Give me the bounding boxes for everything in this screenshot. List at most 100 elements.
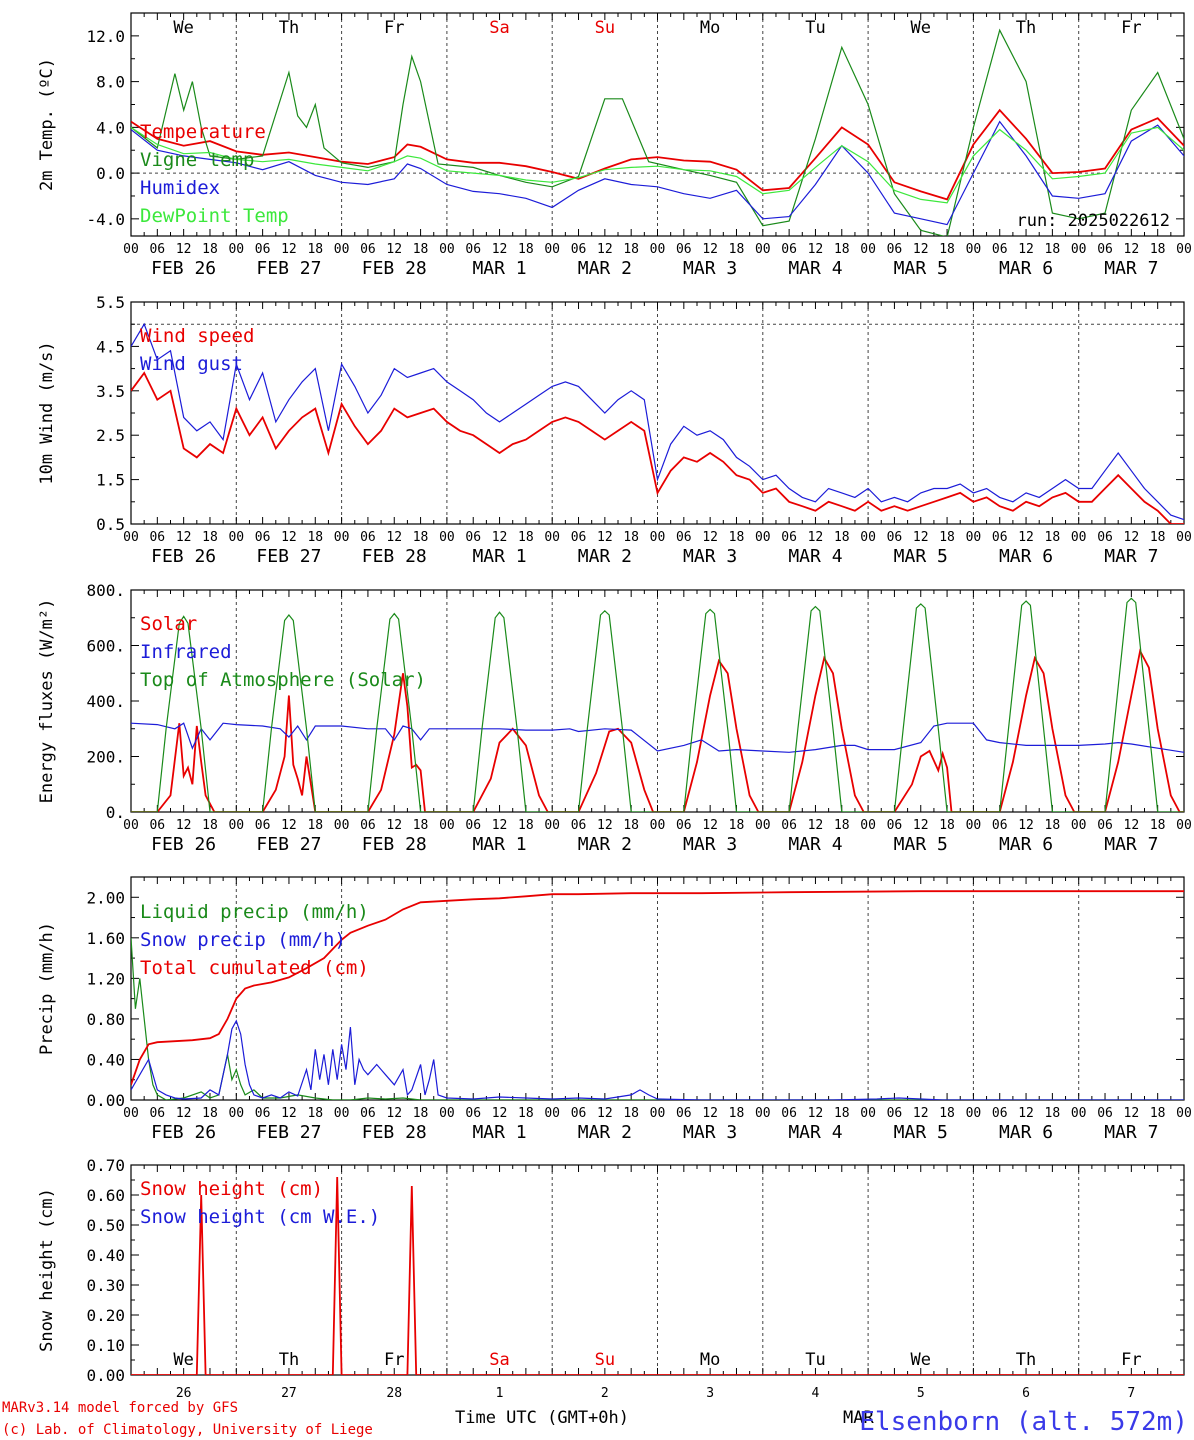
plot-frame xyxy=(130,12,1185,237)
hour-label: 12 xyxy=(492,818,508,833)
hour-label: 00 xyxy=(439,530,455,545)
y-axis-label: Precip (mm/h) xyxy=(37,922,57,1055)
y-tick-label: 4.0 xyxy=(96,118,125,137)
date-label: MAR 2 xyxy=(578,546,632,567)
hour-label: 12 xyxy=(597,242,613,257)
hour-label: 18 xyxy=(413,530,429,545)
weekday-label: Th xyxy=(1016,1350,1036,1370)
y-tick-label: 0.60 xyxy=(86,1186,125,1205)
hour-label: 18 xyxy=(834,818,850,833)
weekday-label: We xyxy=(173,1350,193,1370)
legend-entry: Liquid precip (mm/h) xyxy=(140,901,369,923)
hour-label: 06 xyxy=(676,242,692,257)
hour-label: 06 xyxy=(1097,1106,1113,1121)
day-number-label: 6 xyxy=(1022,1386,1030,1401)
y-tick-label: 8.0 xyxy=(96,73,125,92)
hour-label: 00 xyxy=(860,818,876,833)
day-number-label: 1 xyxy=(496,1386,504,1401)
y-tick-label: 3.5 xyxy=(96,382,125,401)
date-label: FEB 28 xyxy=(362,546,427,567)
hour-label: 18 xyxy=(1045,242,1061,257)
hour-label: 06 xyxy=(571,1106,587,1121)
date-label: MAR 4 xyxy=(788,834,842,855)
hour-label: 12 xyxy=(281,242,297,257)
hour-label: 18 xyxy=(729,242,745,257)
hour-label: 00 xyxy=(334,242,350,257)
y-tick-label: 0.70 xyxy=(86,1156,125,1175)
date-label: MAR 4 xyxy=(788,258,842,279)
series-line xyxy=(131,120,1184,226)
weekday-label: We xyxy=(173,18,193,38)
hour-label: 06 xyxy=(571,530,587,545)
hour-label: 18 xyxy=(307,818,323,833)
date-label: FEB 27 xyxy=(256,258,321,279)
y-tick-label: 400. xyxy=(86,692,125,711)
hour-label: 12 xyxy=(913,242,929,257)
hour-label: 12 xyxy=(702,530,718,545)
panel-5: 0.00 0.10 0.20 0.30 0.40 0.50 0.60 0.70 Snow hei… xyxy=(37,1156,1185,1401)
hour-label: 18 xyxy=(202,242,218,257)
hour-label: 18 xyxy=(307,1106,323,1121)
hour-label: 18 xyxy=(1150,818,1166,833)
legend-entry: Wind speed xyxy=(140,325,254,347)
date-label: MAR 7 xyxy=(1104,1122,1158,1143)
hour-label: 00 xyxy=(860,530,876,545)
date-label: FEB 28 xyxy=(362,1122,427,1143)
hour-label: 18 xyxy=(1045,818,1061,833)
hour-label: 12 xyxy=(597,818,613,833)
hour-label: 00 xyxy=(1176,1106,1192,1121)
date-label: FEB 28 xyxy=(362,834,427,855)
date-label: MAR 5 xyxy=(894,834,948,855)
hour-label: 06 xyxy=(887,242,903,257)
legend-entry: Temperature xyxy=(140,121,266,143)
hour-label: 12 xyxy=(386,242,402,257)
legend-entry: Snow precip (mm/h) xyxy=(140,929,346,951)
hour-label: 06 xyxy=(676,818,692,833)
date-label: MAR 1 xyxy=(472,834,526,855)
y-tick-label: 2.5 xyxy=(96,426,125,445)
hour-label: 06 xyxy=(781,242,797,257)
hour-label: 06 xyxy=(465,1106,481,1121)
legend-entry: Vigne temp xyxy=(140,149,254,171)
hour-label: 00 xyxy=(755,242,771,257)
hour-label: 00 xyxy=(123,1106,139,1121)
date-label: FEB 28 xyxy=(362,258,427,279)
hour-label: 00 xyxy=(966,530,982,545)
hour-label: 12 xyxy=(386,530,402,545)
hour-label: 18 xyxy=(413,242,429,257)
hour-label: 12 xyxy=(1124,242,1140,257)
weekday-label: Fr xyxy=(1121,18,1141,38)
weekday-label: We xyxy=(911,18,931,38)
hour-label: 00 xyxy=(228,818,244,833)
hour-label: 06 xyxy=(781,1106,797,1121)
run-annotation: run: 2025022612 xyxy=(1016,211,1170,231)
weekday-label: Th xyxy=(279,1350,299,1370)
date-label: MAR 5 xyxy=(894,546,948,567)
day-number-label: 7 xyxy=(1127,1386,1135,1401)
hour-label: 00 xyxy=(966,242,982,257)
hour-label: 06 xyxy=(1097,530,1113,545)
hour-label: 18 xyxy=(1150,1106,1166,1121)
hour-label: 18 xyxy=(307,242,323,257)
y-tick-label: 0. xyxy=(106,803,125,822)
hour-label: 06 xyxy=(360,818,376,833)
hour-label: 18 xyxy=(623,242,639,257)
month-stub: MAR xyxy=(843,1408,874,1428)
legend-entry: Humidex xyxy=(140,177,220,199)
hour-label: 18 xyxy=(834,530,850,545)
date-label: MAR 1 xyxy=(472,546,526,567)
hour-label: 00 xyxy=(1071,242,1087,257)
y-tick-label: 0.20 xyxy=(86,1306,125,1325)
day-number-label: 5 xyxy=(917,1386,925,1401)
series-line xyxy=(131,126,1184,204)
y-tick-label: 0.40 xyxy=(86,1246,125,1265)
day-number-label: 26 xyxy=(176,1386,192,1401)
hour-label: 12 xyxy=(386,1106,402,1121)
y-tick-label: 5.5 xyxy=(96,293,125,312)
hour-label: 00 xyxy=(1071,818,1087,833)
weekday-label: Th xyxy=(279,18,299,38)
hour-label: 00 xyxy=(123,242,139,257)
date-label: MAR 6 xyxy=(999,1122,1053,1143)
hour-label: 18 xyxy=(623,530,639,545)
hour-label: 06 xyxy=(149,530,165,545)
